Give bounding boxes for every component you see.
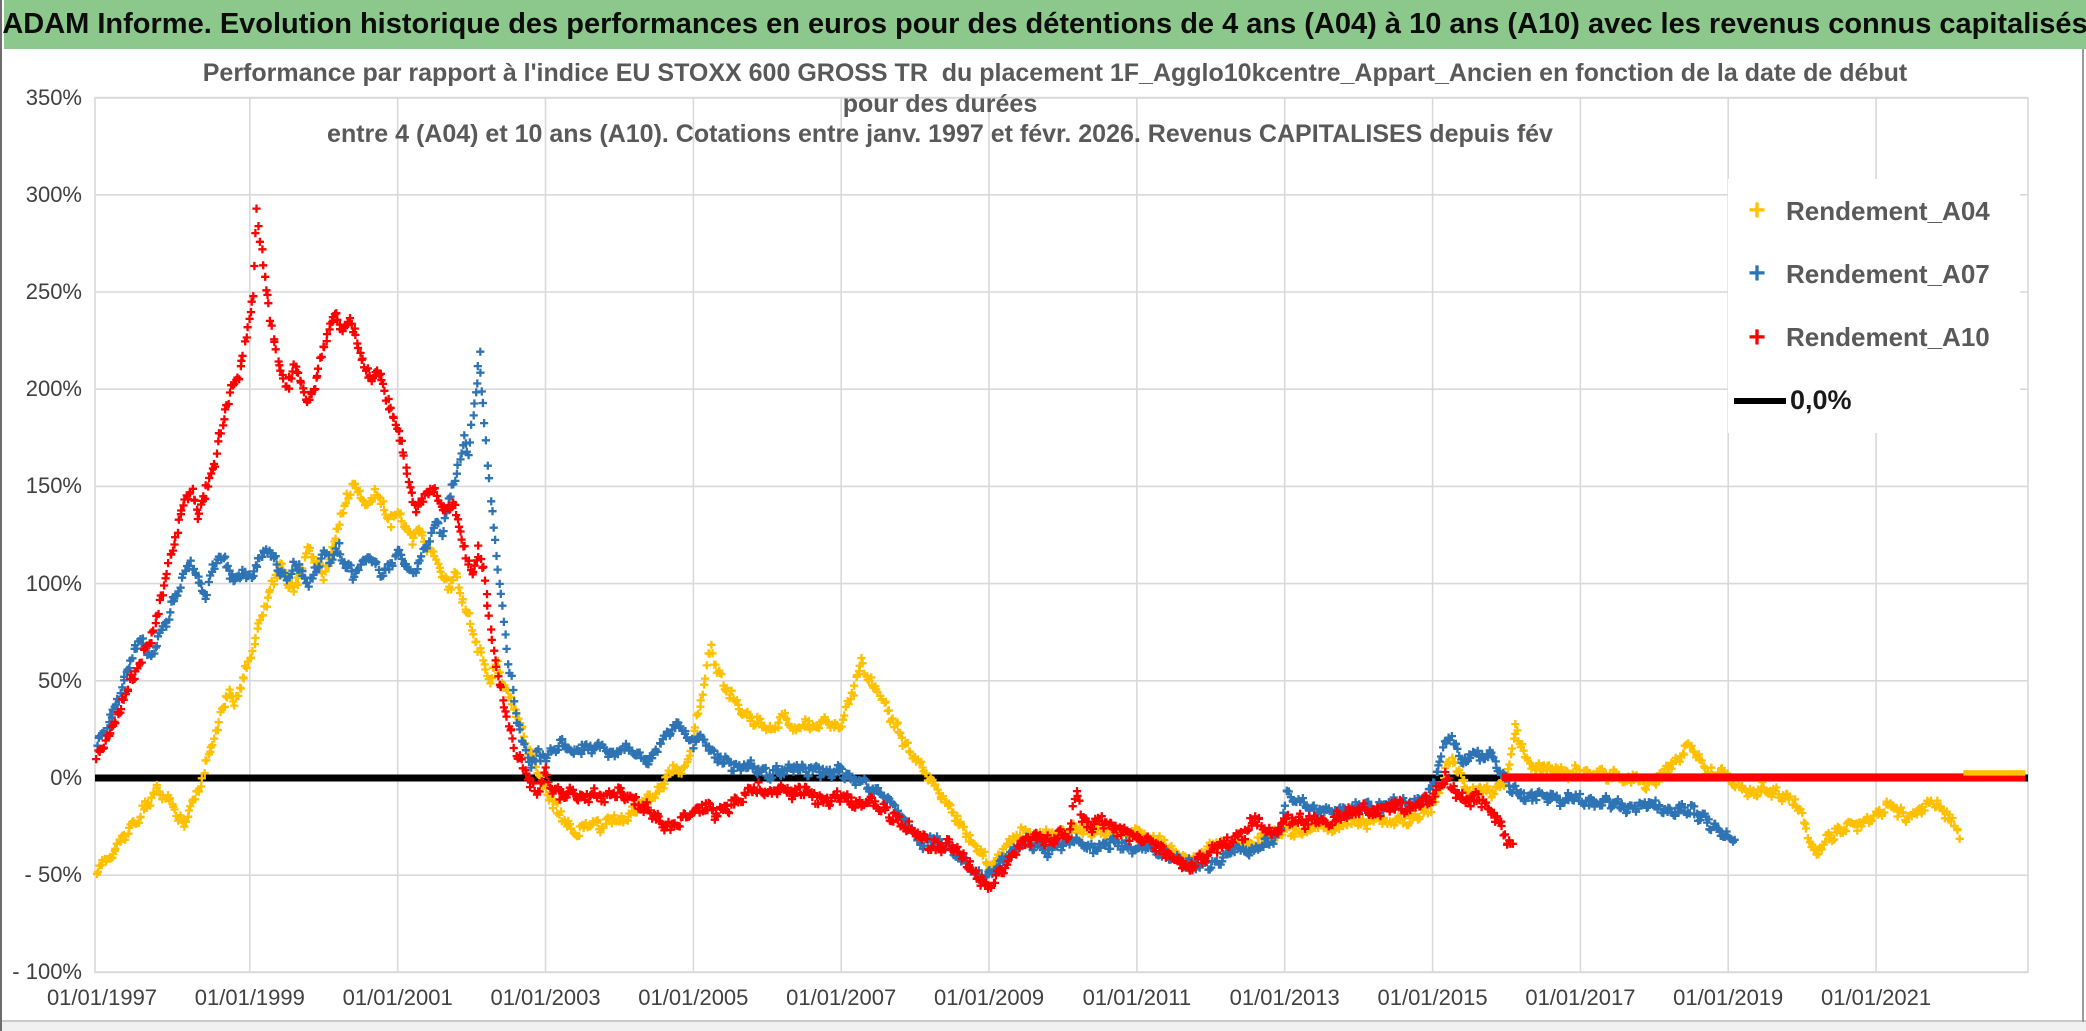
legend-item-rendement-a04[interactable]: + Rendement_A04: [1728, 185, 2020, 237]
plus-marker-icon: +: [1748, 257, 1766, 291]
x-axis-label: 01/01/2011: [1082, 985, 1192, 1010]
y-axis-label: 300%: [25, 181, 82, 207]
y-axis-label: 250%: [25, 279, 82, 304]
x-axis-label: 01/01/2015: [1377, 985, 1488, 1010]
y-axis-label: 0%: [50, 765, 82, 790]
line-marker-icon: [1734, 397, 1786, 404]
y-axis-label: 150%: [25, 473, 82, 499]
x-axis-label: 01/01/2005: [638, 985, 749, 1010]
x-axis-label: 01/01/1997: [46, 985, 158, 1010]
series-rendement_a07[interactable]: [93, 347, 1739, 887]
plus-marker-icon: +: [1748, 320, 1766, 354]
legend-label: 0,0%: [1790, 385, 1852, 416]
x-axis-label: 01/01/1999: [194, 985, 305, 1010]
chart-region: Performance par rapport à l'indice EU ST…: [2, 49, 2086, 1022]
chart-title-line3: entre 4 (A04) et 10 ans (A10). Cotations…: [327, 120, 1553, 148]
y-axis-label: - 100%: [12, 959, 82, 985]
y-axis-label: 100%: [25, 570, 82, 596]
x-axis-label: 01/01/2001: [342, 985, 453, 1010]
x-axis-label: 01/01/2007: [786, 985, 897, 1010]
bottom-divider: [2, 1020, 2086, 1022]
series-rendement_a10[interactable]: [92, 204, 1517, 893]
legend-label: Rendement_A10: [1786, 322, 1990, 353]
legend-item-rendement-a07[interactable]: + Rendement_A07: [1728, 248, 2020, 300]
series-rendement_a04[interactable]: [92, 479, 1964, 879]
legend-label: Rendement_A04: [1786, 195, 1990, 226]
right-edge: [2082, 49, 2084, 1022]
chart-title-line2: pour des durées: [842, 90, 1038, 118]
x-axis-label: 01/01/2019: [1673, 985, 1784, 1010]
legend[interactable]: + Rendement_A04 + Rendement_A07 + Rendement_A…: [1728, 179, 2020, 433]
x-axis-label: 01/01/2009: [933, 985, 1045, 1010]
y-axis-label: 200%: [25, 376, 82, 402]
chart-header-band: ADAM Informe. Evolution historique des p…: [2, 0, 2086, 49]
y-axis-label: - 50%: [24, 862, 82, 888]
chart-title-line1: Performance par rapport à l'indice EU ST…: [202, 59, 1908, 87]
x-axis-label: 01/01/2021: [1821, 985, 1932, 1010]
x-axis-label: 01/01/2003: [490, 985, 601, 1010]
bottom-strip: [2, 1022, 2086, 1031]
page-title: ADAM Informe. Evolution historique des p…: [2, 8, 2086, 40]
y-axis-label: 50%: [37, 667, 82, 693]
legend-item-rendement-a10[interactable]: + Rendement_A10: [1728, 312, 2020, 364]
plot-border: [94, 97, 2029, 973]
plus-marker-icon: +: [1748, 194, 1766, 227]
x-axis-label: 01/01/2017: [1525, 985, 1636, 1010]
y-axis-label: 350%: [25, 84, 82, 110]
legend-label: Rendement_A07: [1786, 258, 1990, 289]
legend-item-0-0-[interactable]: 0,0%: [1728, 375, 2020, 427]
x-axis-label: 01/01/2013: [1229, 985, 1340, 1010]
